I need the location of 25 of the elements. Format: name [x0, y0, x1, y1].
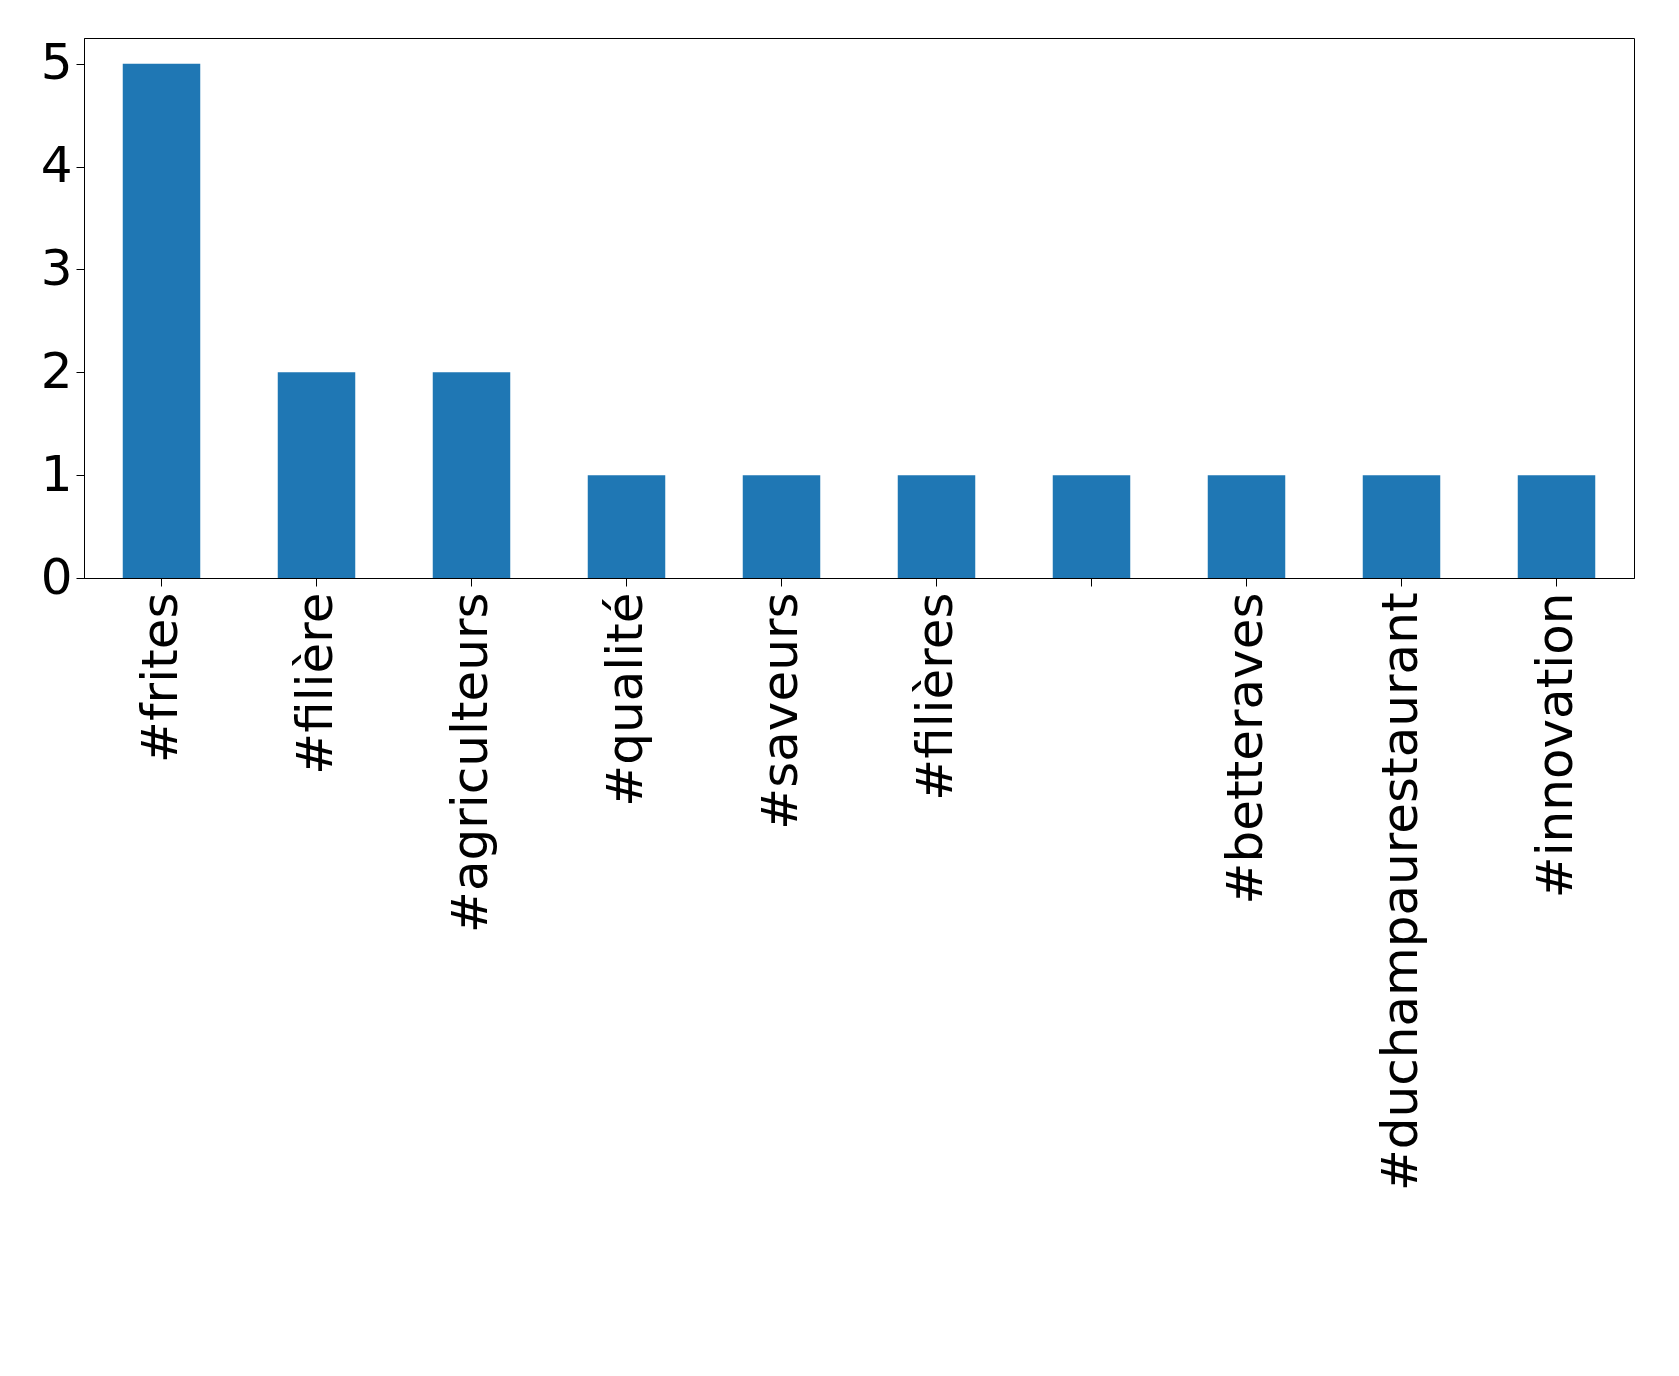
bar	[432, 372, 511, 578]
x-tick-label: #frites	[130, 592, 189, 763]
x-tick-label: #agriculteurs	[440, 592, 499, 933]
x-tick-label: #saveurs	[750, 592, 809, 830]
bar	[897, 475, 976, 578]
y-tick-label: 3	[40, 238, 73, 297]
x-tick-label: #filières	[905, 592, 964, 801]
y-tick-label: 0	[40, 547, 73, 606]
y-tick-label: 1	[40, 444, 73, 503]
bar	[742, 475, 821, 578]
bar	[1052, 475, 1131, 578]
bar	[1517, 475, 1596, 578]
x-tick-label: #innovation	[1525, 592, 1584, 899]
y-tick-label: 2	[40, 341, 73, 400]
x-tick-label: #duchampaurestaurant	[1370, 592, 1429, 1192]
bar	[277, 372, 356, 578]
y-tick-label: 4	[40, 136, 73, 195]
x-tick-label: #qualité	[595, 592, 654, 807]
y-tick-label: 5	[40, 33, 73, 92]
x-tick-label: #betteraves	[1215, 592, 1274, 905]
bar	[587, 475, 666, 578]
bar	[122, 63, 201, 578]
bar	[1207, 475, 1286, 578]
bar	[1362, 475, 1441, 578]
x-tick-label: #filière	[285, 592, 344, 775]
